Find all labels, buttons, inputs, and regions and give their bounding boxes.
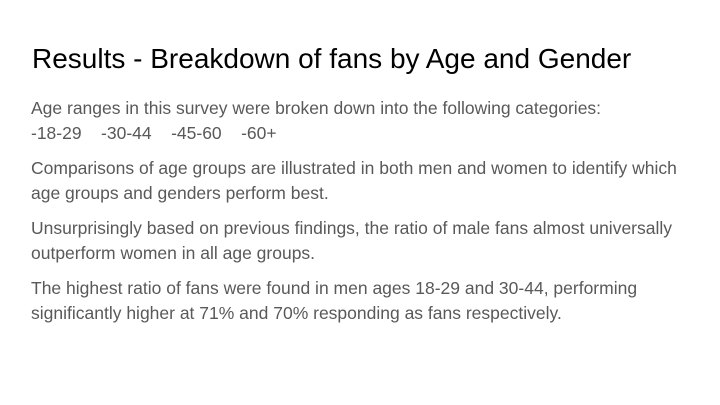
- highest-ratio-paragraph: The highest ratio of fans were found in …: [31, 278, 638, 323]
- age-ranges-intro: Age ranges in this survey were broken do…: [31, 98, 602, 118]
- age-ranges-paragraph: Age ranges in this survey were broken do…: [31, 96, 691, 146]
- slide-body: Age ranges in this survey were broken do…: [31, 96, 691, 336]
- comparison-paragraph: Comparisons of age groups are illustrate…: [31, 158, 677, 203]
- slide-title: Results - Breakdown of fans by Age and G…: [32, 43, 632, 74]
- age-categories-list: -18-29 -30-44 -45-60 -60+: [31, 123, 277, 143]
- male-fans-paragraph: Unsurprisingly based on previous finding…: [31, 218, 673, 263]
